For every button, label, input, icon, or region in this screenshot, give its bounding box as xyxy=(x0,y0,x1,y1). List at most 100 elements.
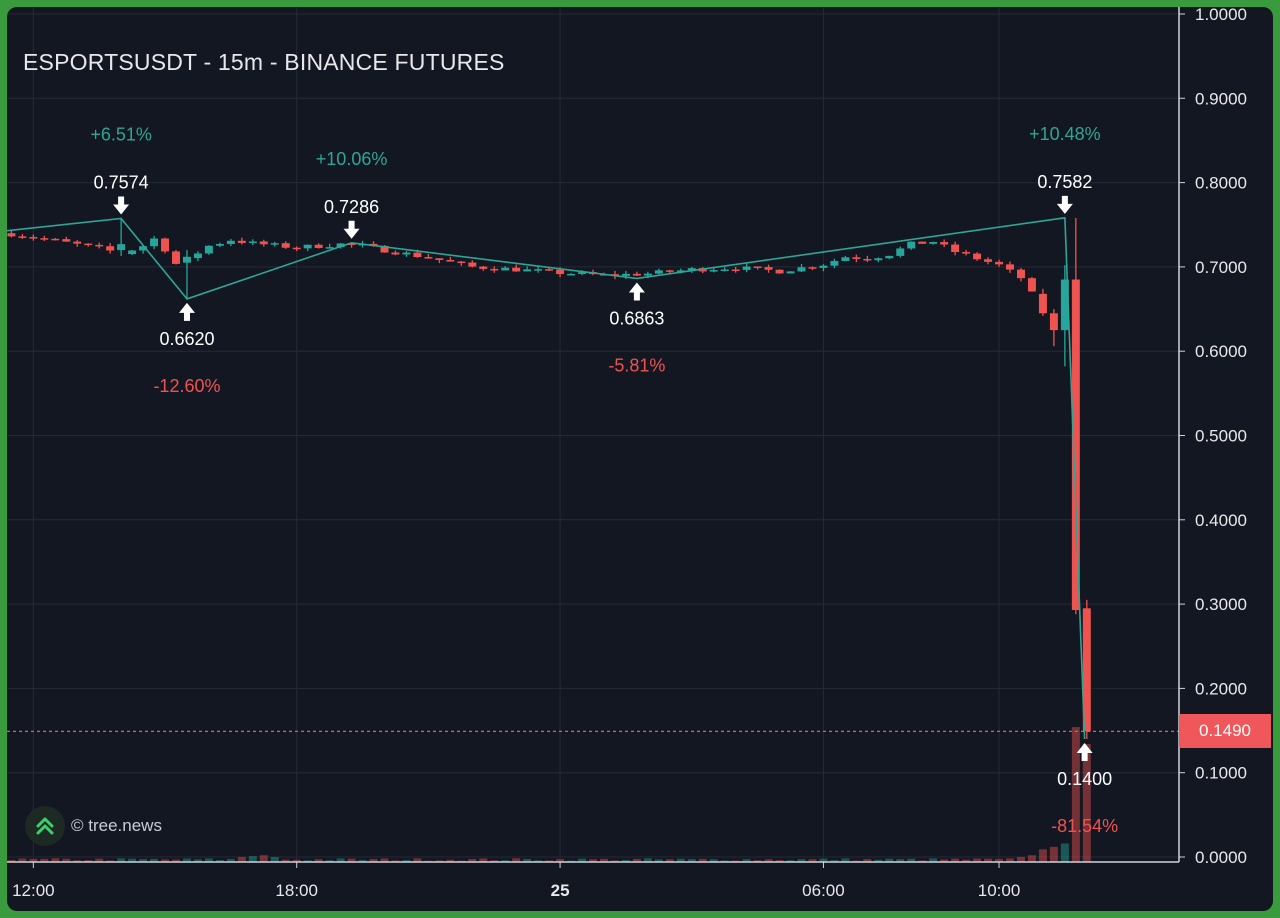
volume-bar xyxy=(676,858,685,862)
candles xyxy=(7,218,1091,739)
volume-bar xyxy=(259,855,268,862)
volume-bar xyxy=(413,858,422,862)
y-tick-label: 0.1000 xyxy=(1195,764,1247,783)
volume-bar xyxy=(117,858,126,862)
candle-body xyxy=(51,238,60,241)
volume-bar xyxy=(863,858,872,862)
candle-body xyxy=(621,273,630,276)
candle-body xyxy=(984,259,993,262)
candle-body xyxy=(775,269,784,274)
volume-bar xyxy=(665,859,674,862)
candle-body xyxy=(918,241,927,244)
candle-body xyxy=(687,268,696,271)
watermark: © tree.news xyxy=(25,804,162,848)
volume-bar xyxy=(918,860,927,862)
candle-body xyxy=(654,270,663,274)
arrow-down-icon xyxy=(113,196,130,215)
y-tick-label: 0.3000 xyxy=(1195,595,1247,614)
candle-body xyxy=(435,258,444,260)
price-chart[interactable]: 0.7574 +6.51% 0.6620 -12.60% 0.7286 +10.06% 0.… xyxy=(7,7,1273,911)
candle-body xyxy=(512,267,521,272)
candle-body xyxy=(819,265,828,268)
volume-bar xyxy=(632,858,641,862)
candle-body xyxy=(534,269,543,271)
candle-body xyxy=(325,247,334,249)
candle-body xyxy=(347,243,356,245)
arrow-up-icon xyxy=(178,302,195,321)
candle-body xyxy=(830,260,839,266)
candle-body xyxy=(270,243,279,245)
zigzag-overlay xyxy=(7,216,1179,740)
grid xyxy=(7,7,1179,862)
y-tick-label: 0.9000 xyxy=(1195,89,1247,108)
volume-bar xyxy=(128,858,137,862)
volume-bar xyxy=(479,858,488,862)
volume-bar xyxy=(610,860,619,862)
volume-bar xyxy=(764,859,773,862)
volume-bars xyxy=(7,727,1091,862)
candle-body xyxy=(556,269,565,275)
candle-body xyxy=(40,238,49,240)
volume-bar xyxy=(753,860,762,862)
volume-bar xyxy=(687,858,696,862)
candle-body xyxy=(314,244,323,248)
candle-body xyxy=(117,244,126,251)
candle-body xyxy=(940,242,949,245)
candle-body xyxy=(841,257,850,261)
volume-bar xyxy=(490,860,499,862)
candle-body xyxy=(1027,278,1036,292)
candle-body xyxy=(172,251,180,264)
volume-bar xyxy=(512,858,521,862)
candle-body xyxy=(545,269,554,271)
candle-body xyxy=(567,273,576,276)
volume-bar xyxy=(391,860,400,862)
candle-body xyxy=(852,257,861,259)
volume-bar xyxy=(984,858,993,862)
x-tick-label: 25 xyxy=(551,881,570,900)
volume-bar xyxy=(292,859,301,862)
y-tick-label: 1.0000 xyxy=(1195,7,1247,24)
pivot-percent-label: +6.51% xyxy=(90,125,152,145)
candle-body xyxy=(786,271,795,274)
candle-body xyxy=(1060,279,1069,331)
y-tick-label: 0.5000 xyxy=(1195,427,1247,446)
volume-bar xyxy=(281,859,290,862)
candle-body xyxy=(709,270,718,272)
volume-bar xyxy=(182,858,191,862)
candle-body xyxy=(259,241,268,245)
candle-body xyxy=(139,246,148,251)
candle-body xyxy=(479,266,488,269)
candle-body xyxy=(215,243,224,246)
candle-body xyxy=(1049,313,1058,331)
volume-bar xyxy=(270,856,279,862)
candle-body xyxy=(1082,608,1091,732)
volume-bar xyxy=(841,858,850,862)
pivot-percent-label: -5.81% xyxy=(608,355,665,375)
volume-bar xyxy=(654,859,663,862)
volume-bar xyxy=(808,859,817,862)
volume-bar xyxy=(962,859,971,862)
volume-bar xyxy=(720,860,729,862)
candle-body xyxy=(863,258,872,261)
volume-bar xyxy=(786,860,795,862)
volume-bar xyxy=(621,859,630,862)
candle-body xyxy=(1038,293,1047,314)
pivot-price-label: 0.6863 xyxy=(609,308,664,328)
candle-body xyxy=(874,258,883,261)
y-tick-label: 0.8000 xyxy=(1195,174,1247,193)
volume-bar xyxy=(84,860,93,862)
y-tick-label: 0.6000 xyxy=(1195,342,1247,361)
volume-bar xyxy=(797,859,806,862)
volume-bar xyxy=(380,858,389,862)
volume-bar xyxy=(237,856,246,862)
volume-bar xyxy=(358,859,367,862)
volume-bar xyxy=(501,860,510,862)
candle-body xyxy=(665,270,674,272)
volume-bar xyxy=(336,858,345,862)
volume-bar xyxy=(51,858,60,862)
volume-bar xyxy=(643,858,652,862)
candle-body xyxy=(128,250,137,255)
volume-bar xyxy=(940,859,949,862)
volume-bar xyxy=(172,859,180,862)
volume-bar xyxy=(775,860,784,862)
